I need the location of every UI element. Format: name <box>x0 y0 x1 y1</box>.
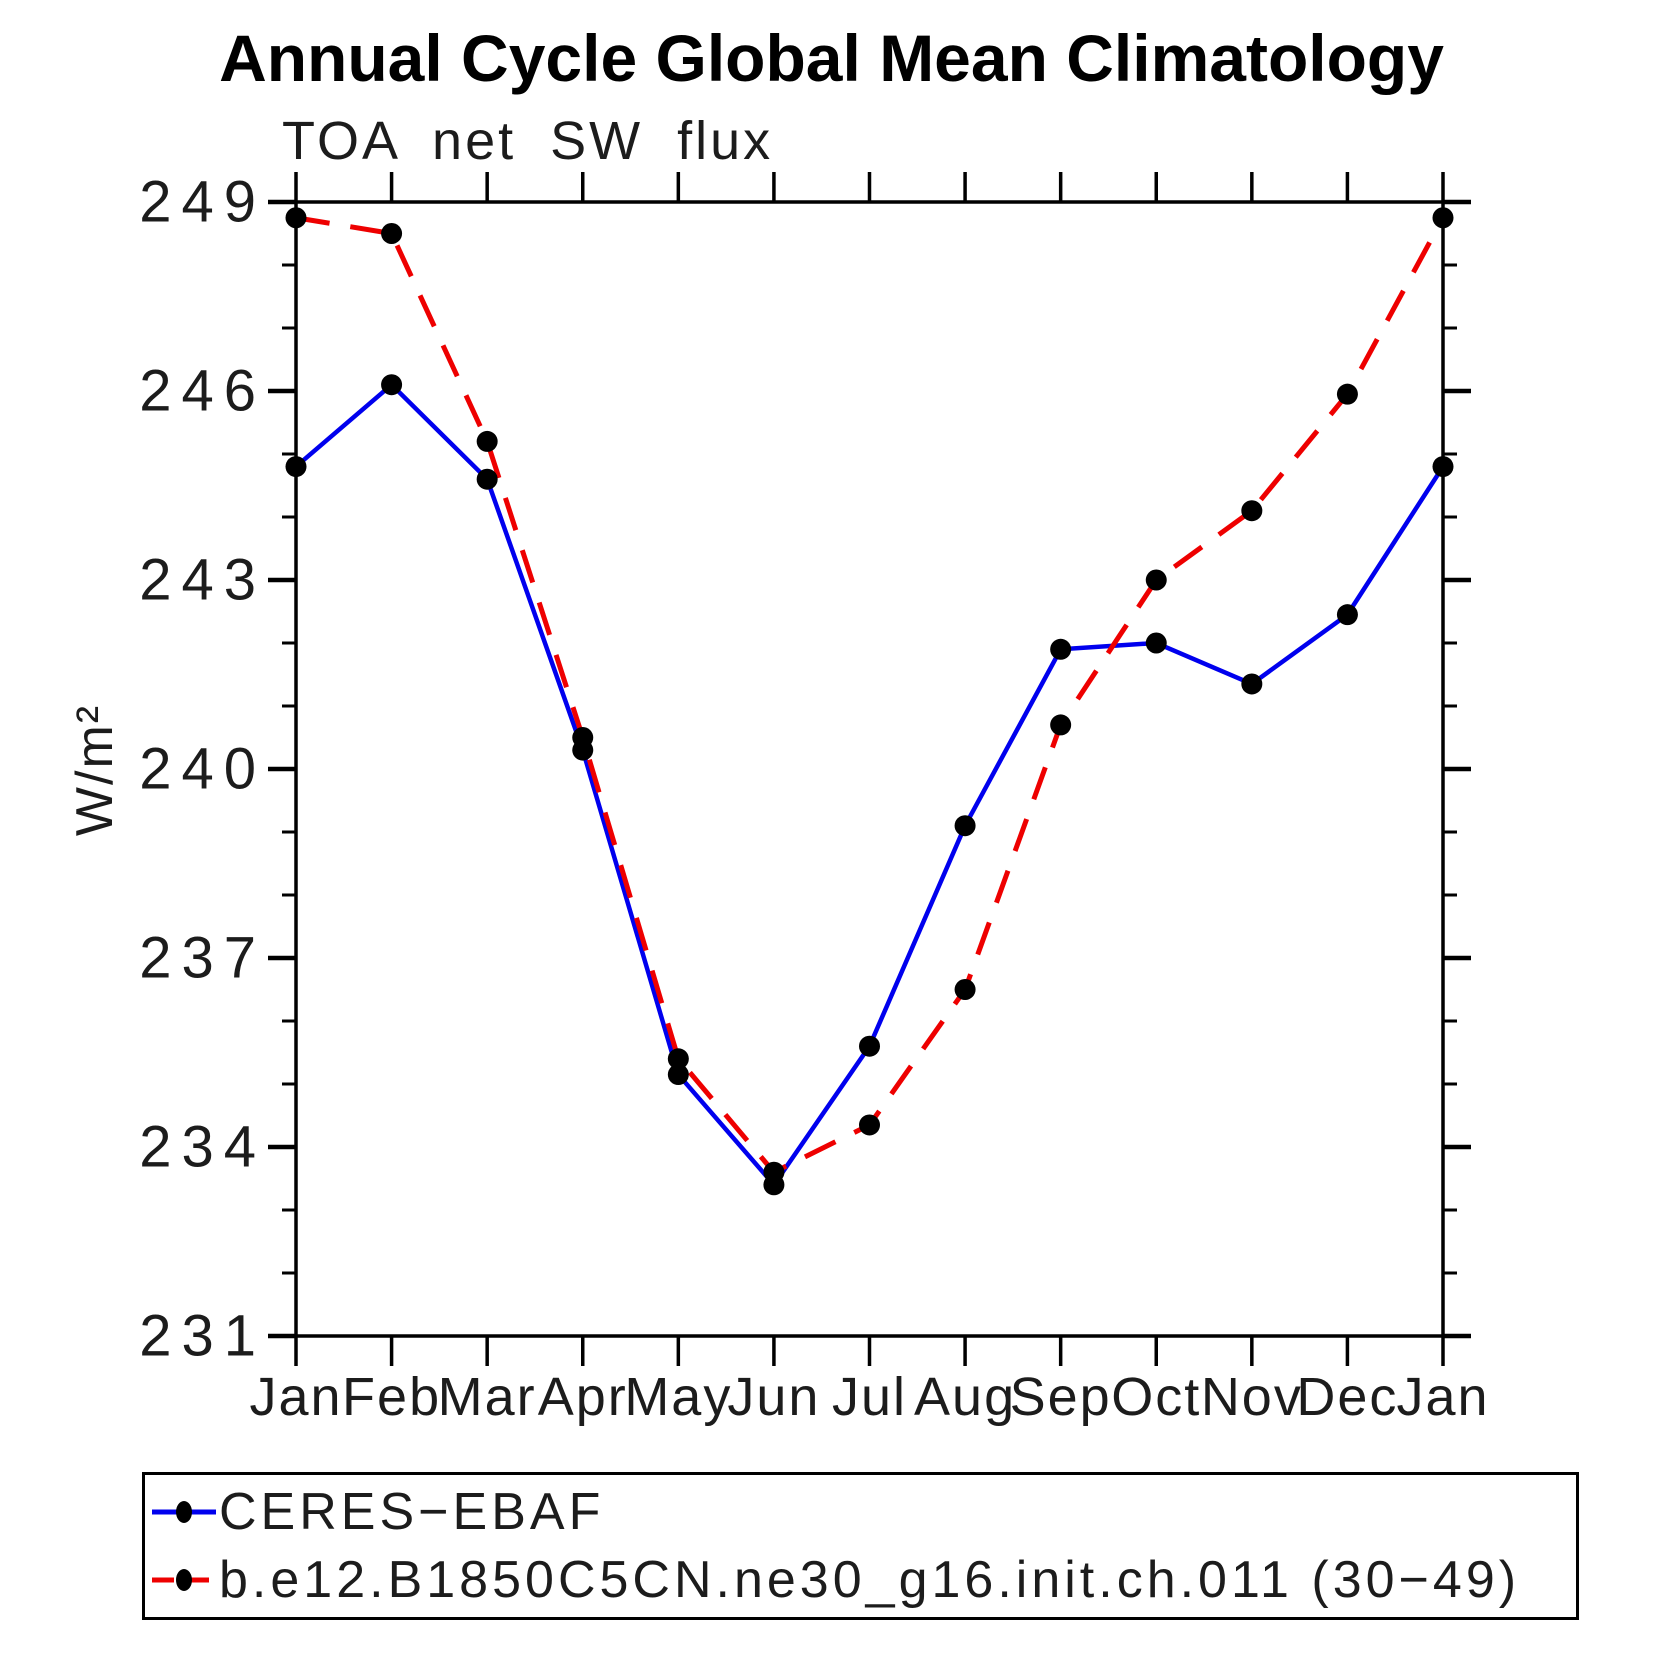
data-point-marker <box>763 1161 785 1183</box>
chart-subtitle: TOA net SW flux <box>282 111 774 171</box>
series-line-model <box>295 215 1446 1176</box>
y-tick-label: 249 <box>139 169 266 235</box>
y-tick-label: 243 <box>139 547 266 613</box>
data-point-marker <box>859 1035 880 1057</box>
x-tick-label: Nov <box>1200 1367 1303 1427</box>
data-point-marker <box>1336 604 1358 626</box>
data-point-marker <box>572 727 594 748</box>
chart-title: Annual Cycle Global Mean Climatology <box>219 21 1444 95</box>
legend-sample-line-dashed <box>152 1569 216 1591</box>
x-tick-label: Jan <box>1396 1367 1490 1427</box>
legend-box: CERES−EBAF b.e12.B1850C5CN.ne30_g16.init… <box>142 1472 1579 1620</box>
x-tick-label: May <box>624 1367 733 1427</box>
y-tick-label: 231 <box>139 1303 266 1369</box>
data-point-marker <box>381 374 403 396</box>
data-point-marker <box>476 468 498 490</box>
x-tick-label: Feb <box>342 1367 442 1427</box>
legend-item-model: b.e12.B1850C5CN.ne30_g16.init.ch.011 (30… <box>149 1549 1520 1611</box>
y-tick-label: 240 <box>139 736 266 802</box>
x-tick-label: Oct <box>1111 1367 1202 1427</box>
x-tick-labels: Jan Feb Mar Apr May Jun Jul Aug Sep Oct Nov Dec Jan <box>0 1366 1663 1436</box>
series-line-ceres <box>294 381 1445 1189</box>
data-point-marker <box>1050 714 1072 736</box>
data-point-marker <box>1336 383 1358 405</box>
data-point-marker <box>1241 500 1263 522</box>
data-point-marker <box>859 1114 880 1136</box>
legend-label: b.e12.B1850C5CN.ne30_g16.init.ch.011 (30… <box>219 1551 1521 1609</box>
x-tick-label: Dec <box>1296 1367 1399 1427</box>
data-point-marker <box>1432 456 1454 478</box>
legend-item-ceres: CERES−EBAF <box>149 1481 604 1543</box>
x-tick-label: Apr <box>537 1367 628 1427</box>
data-point-marker <box>476 430 498 452</box>
data-point-marker <box>285 456 307 478</box>
y-tick-label: 237 <box>139 925 266 991</box>
plot-frame <box>294 200 1445 1338</box>
data-point-marker <box>1432 207 1454 229</box>
y-tick-label: 246 <box>139 358 266 424</box>
legend-sample-line-solid <box>152 1501 216 1523</box>
data-point-marker <box>667 1048 689 1070</box>
x-tick-label: Jun <box>727 1367 821 1427</box>
data-point-marker <box>667 1064 689 1086</box>
legend-label: CERES−EBAF <box>219 1483 605 1541</box>
data-point-marker <box>1050 638 1072 660</box>
x-tick-label: Aug <box>914 1367 1017 1427</box>
y-tick-labels: 231 234 237 240 243 246 249 <box>0 0 276 1663</box>
x-tick-label: Jan <box>249 1367 343 1427</box>
data-point-marker <box>1241 673 1263 695</box>
x-tick-label: Sep <box>1009 1367 1112 1427</box>
x-tick-label: Mar <box>437 1367 537 1427</box>
data-point-marker <box>954 979 976 1000</box>
x-tick-label: Jul <box>831 1367 908 1427</box>
data-point-marker <box>1145 632 1167 654</box>
data-point-marker <box>1145 569 1167 591</box>
data-point-marker <box>285 207 307 229</box>
data-point-marker <box>954 815 976 837</box>
data-point-marker <box>381 223 403 244</box>
y-tick-label: 234 <box>139 1114 266 1180</box>
